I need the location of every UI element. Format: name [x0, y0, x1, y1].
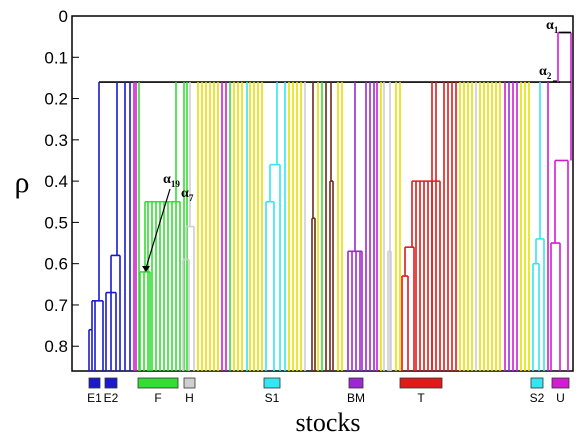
group-legend: E1 E2 F H S1 BM T S2 U — [87, 377, 570, 405]
group-label-t: T — [417, 391, 425, 405]
y-tick-label: 0 — [59, 7, 68, 26]
group-box-bm — [348, 377, 364, 389]
dendrogram-branches — [88, 31, 572, 371]
alpha-label-7: α7 — [181, 186, 194, 203]
group-label-s2: S2 — [530, 391, 545, 405]
alpha-pointer-19 — [145, 188, 171, 269]
y-axis-ticks: 0 0.1 0.2 0.3 0.4 0.5 0.6 0.7 0.8 — [44, 7, 79, 356]
y-tick-label: 0.2 — [44, 90, 68, 109]
group-box-e1 — [88, 377, 101, 389]
alpha-label-1: α1 — [546, 18, 559, 35]
y-tick-label: 0.8 — [44, 337, 68, 356]
group-label-s1: S1 — [265, 391, 280, 405]
group-box-s2 — [530, 377, 544, 389]
alpha-arrowhead-19 — [142, 266, 150, 272]
group-box-s1 — [263, 377, 281, 389]
group-label-h: H — [185, 391, 194, 405]
y-tick-label: 0.6 — [44, 255, 68, 274]
group-box-u — [551, 377, 570, 389]
group-label-bm: BM — [347, 391, 365, 405]
y-tick-label: 0.5 — [44, 213, 68, 232]
y-tick-label: 0.7 — [44, 296, 68, 315]
group-box-h — [183, 377, 196, 389]
group-label-f: F — [154, 391, 161, 405]
alpha-label-19: α19 — [163, 172, 180, 189]
x-axis-label: stocks — [296, 408, 361, 435]
group-box-t — [399, 377, 443, 389]
alpha-label-2: α2 — [539, 64, 552, 81]
y-tick-label: 0.3 — [44, 131, 68, 150]
group-label-e2: E2 — [104, 391, 119, 405]
group-box-f — [137, 377, 179, 389]
y-tick-label: 0.1 — [44, 48, 68, 67]
y-tick-label: 0.4 — [44, 172, 68, 191]
group-box-e2 — [104, 377, 118, 389]
group-label-u: U — [556, 391, 565, 405]
y-axis-label: ρ — [15, 166, 30, 199]
group-label-e1: E1 — [87, 391, 102, 405]
